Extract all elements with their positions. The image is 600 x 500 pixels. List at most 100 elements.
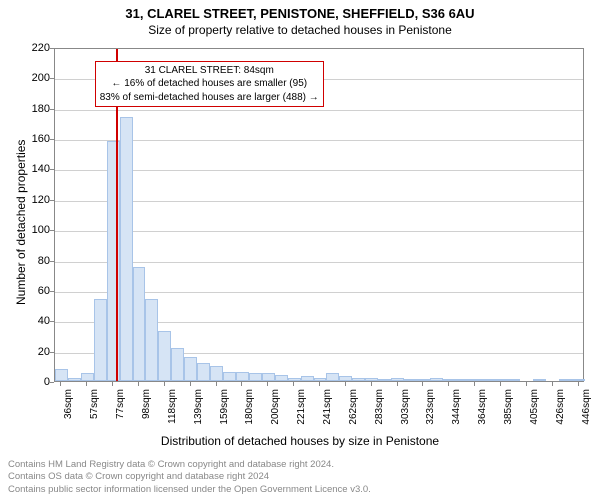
footer-line: Contains public sector information licen… — [8, 484, 592, 496]
attribution-footer: Contains HM Land Registry data © Crown c… — [8, 459, 592, 496]
histogram-bar — [430, 378, 443, 381]
histogram-bar — [456, 379, 469, 381]
annotation-line: 83% of semi-detached houses are larger (… — [100, 91, 319, 105]
histogram-bar — [352, 378, 365, 381]
annotation-line: 31 CLAREL STREET: 84sqm — [100, 64, 319, 78]
x-tick-mark — [112, 382, 113, 386]
x-tick-label: 426sqm — [555, 389, 566, 439]
x-tick-label: 344sqm — [451, 389, 462, 439]
histogram-bar — [120, 117, 133, 381]
histogram-bar — [378, 379, 391, 381]
x-tick-mark — [422, 382, 423, 386]
histogram-bar — [339, 376, 352, 381]
histogram-bar — [55, 369, 68, 381]
x-tick-label: 77sqm — [115, 389, 126, 439]
x-tick-mark — [397, 382, 398, 386]
y-tick-label: 40 — [22, 315, 50, 327]
y-tick-mark — [50, 78, 54, 79]
y-tick-mark — [50, 200, 54, 201]
x-tick-label: 303sqm — [400, 389, 411, 439]
y-tick-mark — [50, 352, 54, 353]
histogram-bar — [507, 379, 520, 381]
histogram-bar — [145, 299, 158, 381]
histogram-bar — [210, 366, 223, 381]
y-tick-label: 160 — [22, 133, 50, 145]
x-tick-label: 385sqm — [503, 389, 514, 439]
histogram-bar — [495, 379, 508, 381]
histogram-bar — [223, 372, 236, 381]
gridline — [55, 140, 583, 141]
y-tick-mark — [50, 109, 54, 110]
x-tick-label: 180sqm — [244, 389, 255, 439]
gridline — [55, 110, 583, 111]
y-tick-mark — [50, 48, 54, 49]
histogram-bar — [94, 299, 107, 381]
x-tick-mark — [60, 382, 61, 386]
x-tick-mark — [190, 382, 191, 386]
histogram-bar — [236, 372, 249, 381]
x-tick-mark — [552, 382, 553, 386]
histogram-bar — [197, 363, 210, 381]
histogram-bar — [158, 331, 171, 381]
x-tick-mark — [500, 382, 501, 386]
footer-line: Contains HM Land Registry data © Crown c… — [8, 459, 592, 471]
x-tick-label: 159sqm — [219, 389, 230, 439]
histogram-bar — [417, 379, 430, 381]
annotation-box: 31 CLAREL STREET: 84sqm← 16% of detached… — [95, 61, 324, 108]
x-tick-label: 36sqm — [63, 389, 74, 439]
y-tick-label: 0 — [22, 376, 50, 388]
x-tick-mark — [371, 382, 372, 386]
histogram-bar — [391, 378, 404, 381]
x-tick-label: 118sqm — [167, 389, 178, 439]
x-tick-mark — [474, 382, 475, 386]
gridline — [55, 262, 583, 263]
y-tick-label: 140 — [22, 163, 50, 175]
histogram-bar — [184, 357, 197, 381]
x-tick-label: 364sqm — [477, 389, 488, 439]
y-tick-label: 120 — [22, 194, 50, 206]
histogram-bar — [326, 373, 339, 381]
histogram-bar — [275, 375, 288, 381]
y-tick-mark — [50, 382, 54, 383]
y-tick-label: 80 — [22, 255, 50, 267]
x-tick-mark — [241, 382, 242, 386]
histogram-bar — [314, 378, 327, 381]
y-tick-mark — [50, 291, 54, 292]
x-tick-mark — [526, 382, 527, 386]
histogram-bar — [482, 379, 495, 381]
y-tick-mark — [50, 139, 54, 140]
x-tick-mark — [319, 382, 320, 386]
x-tick-mark — [293, 382, 294, 386]
histogram-bar — [469, 379, 482, 381]
y-tick-label: 180 — [22, 103, 50, 115]
title-address: 31, CLAREL STREET, PENISTONE, SHEFFIELD,… — [0, 0, 600, 21]
histogram-bar — [533, 379, 546, 381]
y-tick-label: 220 — [22, 42, 50, 54]
x-tick-label: 139sqm — [193, 389, 204, 439]
histogram-bar — [288, 378, 301, 381]
y-tick-mark — [50, 230, 54, 231]
histogram-bar — [301, 376, 314, 381]
annotation-line: ← 16% of detached houses are smaller (95… — [100, 77, 319, 91]
x-tick-label: 98sqm — [141, 389, 152, 439]
x-tick-mark — [216, 382, 217, 386]
footer-line: Contains OS data © Crown copyright and d… — [8, 471, 592, 483]
x-tick-mark — [267, 382, 268, 386]
histogram-bar — [572, 379, 585, 381]
title-subtitle: Size of property relative to detached ho… — [0, 21, 600, 37]
gridline — [55, 201, 583, 202]
x-tick-mark — [345, 382, 346, 386]
x-tick-label: 323sqm — [425, 389, 436, 439]
y-tick-label: 200 — [22, 72, 50, 84]
x-tick-label: 221sqm — [296, 389, 307, 439]
x-tick-label: 241sqm — [322, 389, 333, 439]
x-tick-label: 446sqm — [581, 389, 592, 439]
histogram-bar — [81, 373, 94, 381]
histogram-bar — [133, 267, 146, 381]
histogram-plot: 31 CLAREL STREET: 84sqm← 16% of detached… — [54, 48, 584, 382]
x-tick-mark — [86, 382, 87, 386]
gridline — [55, 231, 583, 232]
histogram-bar — [171, 348, 184, 381]
x-tick-mark — [448, 382, 449, 386]
histogram-bar — [559, 379, 572, 381]
